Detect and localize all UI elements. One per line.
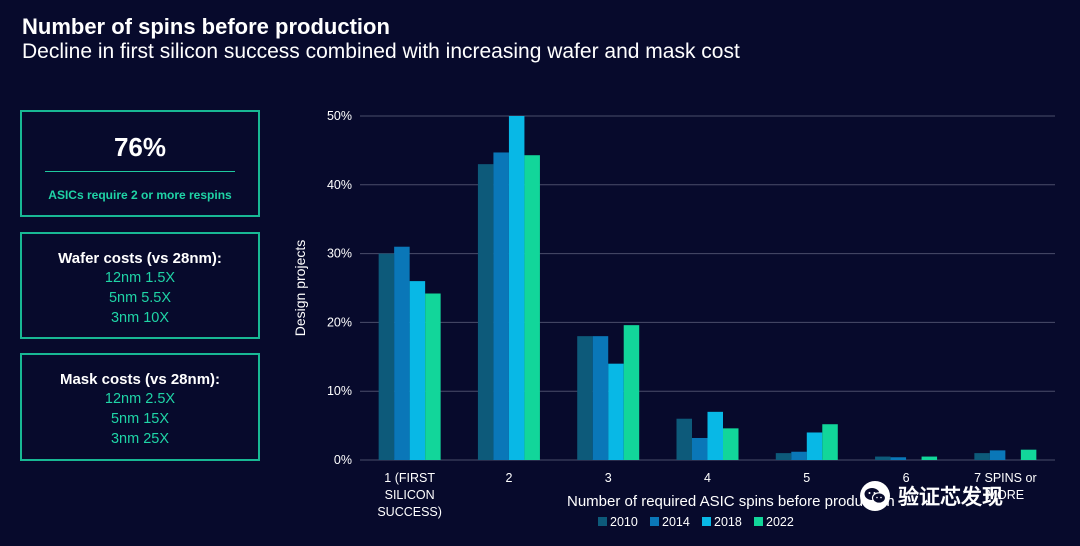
x-tick-label: 3 — [605, 471, 612, 485]
bar — [524, 155, 540, 460]
bar — [775, 453, 792, 460]
x-axis-title: Number of required ASIC spins before pro… — [567, 493, 895, 510]
legend-swatch — [598, 517, 607, 526]
wafer-cost-line: 3nm 10X — [110, 310, 170, 326]
legend-swatch — [702, 517, 711, 526]
y-tick-label: 10% — [327, 384, 352, 398]
bar — [806, 432, 823, 460]
bar — [508, 116, 525, 460]
wafer-cost-heading: Wafer costs (vs 28nm): — [58, 250, 222, 267]
y-tick-label: 30% — [327, 247, 352, 261]
x-tick-label: 1 (FIRST SILICON SUCCESS) — [377, 471, 442, 519]
bar — [378, 253, 395, 460]
x-tick-label: 5 — [803, 471, 810, 485]
respin-stat-card: 76% ASICs require 2 or more respins — [20, 110, 260, 217]
wafer-cost-card: Wafer costs (vs 28nm): 12nm 1.5X 5nm 5.5… — [20, 232, 260, 339]
stat-divider — [45, 171, 235, 172]
bar — [723, 428, 739, 460]
bar — [875, 456, 891, 460]
page-title: Number of spins before production — [22, 14, 390, 39]
mask-cost-line: 5nm 15X — [110, 411, 170, 427]
legend-label: 2022 — [766, 515, 794, 529]
bar — [1020, 449, 1037, 460]
bar — [577, 336, 593, 460]
bar — [921, 456, 938, 460]
legend-swatch — [754, 517, 763, 526]
wafer-cost-line: 12nm 1.5X — [104, 270, 176, 286]
bar — [608, 363, 624, 460]
bar — [477, 164, 494, 460]
wafer-cost-line: 5nm 5.5X — [108, 290, 172, 306]
bar — [676, 418, 692, 460]
y-tick-label: 0% — [334, 453, 352, 467]
mask-cost-line: 12nm 2.5X — [104, 391, 176, 407]
bar — [791, 451, 807, 460]
watermark-text: 验证芯发现 — [898, 486, 1003, 509]
watermark: 验证芯发现 — [860, 476, 1003, 516]
x-tick-label: 2 — [505, 471, 512, 485]
wechat-icon — [860, 481, 890, 511]
respin-stat-value: 76% — [113, 132, 167, 162]
mask-cost-heading: Mask costs (vs 28nm): — [59, 371, 221, 388]
bar — [493, 152, 509, 461]
x-tick-label: 6 — [903, 471, 910, 485]
bar — [707, 411, 723, 460]
bar — [692, 437, 708, 460]
mask-cost-line: 3nm 25X — [110, 431, 170, 447]
y-tick-label: 20% — [327, 315, 352, 329]
y-axis-title: Design projects — [292, 240, 308, 337]
bar — [623, 325, 640, 460]
bar — [890, 457, 907, 460]
y-tick-label: 40% — [327, 178, 352, 192]
mask-cost-card: Mask costs (vs 28nm): 12nm 2.5X 5nm 15X … — [20, 353, 260, 461]
spins-bar-chart: 0% 10% 20% 30% 40% 50% 1 (FIRST SILICON SUCCESS)… — [292, 109, 1055, 529]
legend-label: 2018 — [714, 515, 742, 529]
bar — [989, 450, 1006, 460]
page-subtitle: Decline in first silicon success combine… — [22, 40, 740, 63]
y-tick-label: 50% — [327, 109, 352, 123]
legend-label: 2014 — [662, 515, 690, 529]
x-tick-label: 4 — [704, 471, 711, 485]
bar — [425, 293, 441, 460]
bar — [409, 281, 426, 460]
bar — [394, 246, 410, 460]
bar — [974, 453, 990, 460]
legend-label: 2010 — [610, 515, 638, 529]
respin-stat-caption: ASICs require 2 or more respins — [48, 188, 232, 202]
bar — [822, 424, 838, 460]
x-tick-label: 7 SPINS or MORE — [974, 471, 1037, 502]
legend-swatch — [650, 517, 659, 526]
bar — [592, 336, 609, 460]
